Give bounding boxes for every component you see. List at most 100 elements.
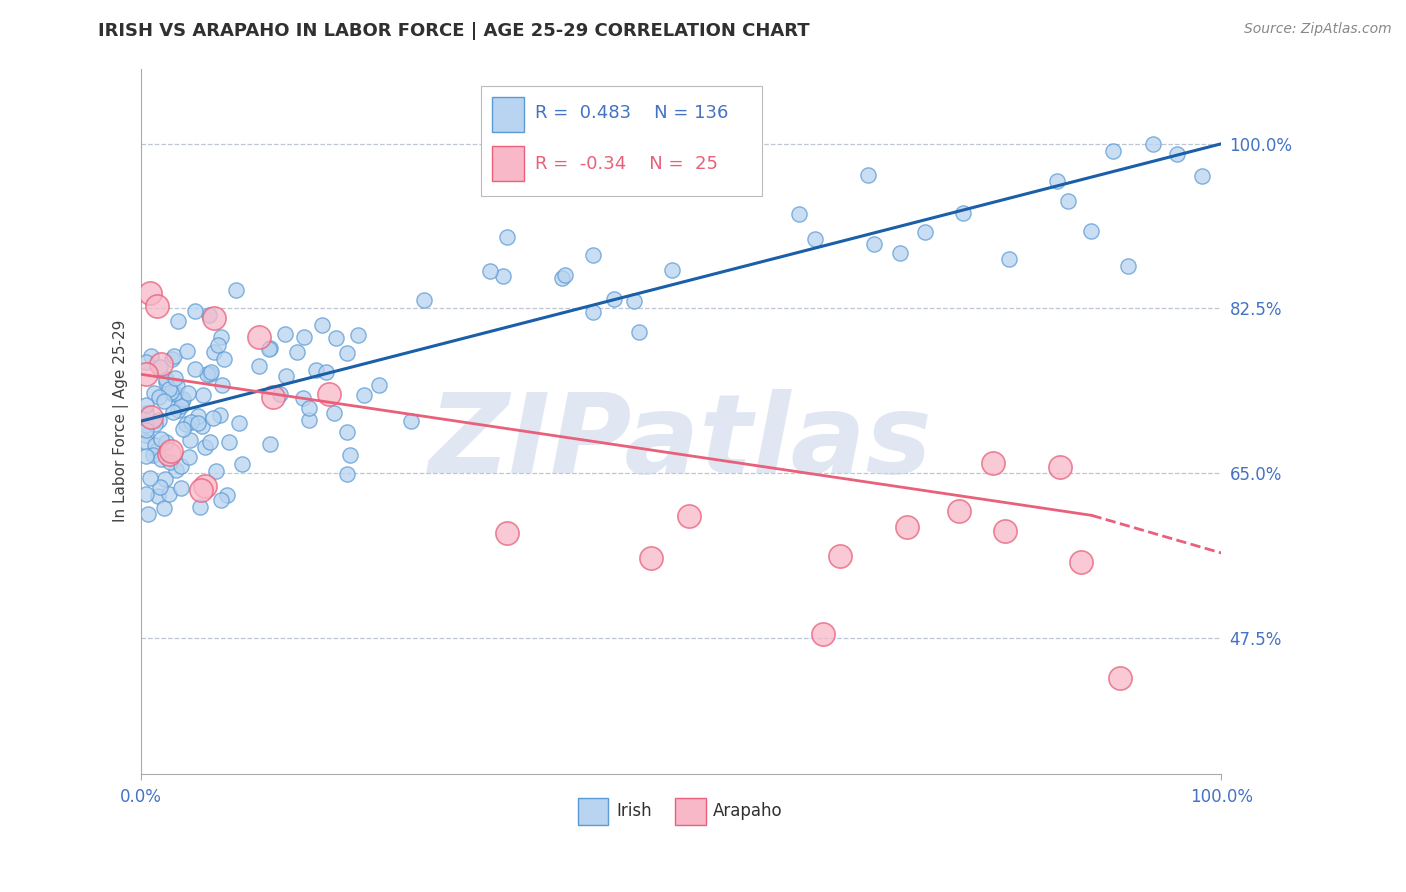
Point	[163, 386, 186, 401]
Point	[148, 413, 170, 427]
Point	[247, 330, 270, 344]
Point	[135, 435, 157, 450]
Point	[172, 394, 194, 409]
Point	[228, 416, 250, 430]
Point	[155, 372, 177, 386]
Point	[177, 386, 200, 401]
Point	[135, 398, 157, 412]
Point	[914, 225, 936, 239]
Point	[191, 388, 214, 402]
Point	[1056, 194, 1078, 209]
Point	[207, 338, 229, 352]
Text: Irish: Irish	[616, 803, 651, 821]
Point	[787, 207, 810, 221]
Point	[1080, 224, 1102, 238]
Point	[828, 549, 851, 563]
Point	[169, 400, 191, 414]
Point	[204, 464, 226, 478]
Point	[194, 440, 217, 454]
Point	[274, 327, 297, 342]
Point	[811, 627, 834, 641]
Point	[135, 423, 157, 437]
Point	[150, 432, 173, 446]
Point	[259, 436, 281, 450]
Point	[347, 327, 370, 342]
Point	[165, 371, 187, 385]
Point	[165, 463, 187, 477]
Point	[155, 435, 177, 450]
Point	[208, 408, 231, 422]
Point	[159, 455, 181, 469]
Point	[582, 305, 605, 319]
Point	[135, 417, 157, 432]
Point	[214, 351, 236, 366]
Point	[135, 355, 157, 369]
Text: Source: ZipAtlas.com: Source: ZipAtlas.com	[1244, 22, 1392, 37]
Point	[292, 330, 315, 344]
Point	[146, 299, 169, 313]
Point	[368, 377, 391, 392]
Point	[153, 501, 176, 516]
Point	[191, 418, 214, 433]
Point	[163, 349, 186, 363]
Point	[141, 349, 163, 363]
Point	[179, 434, 201, 448]
Point	[1191, 169, 1213, 183]
Point	[157, 446, 180, 460]
Point	[231, 457, 253, 471]
Point	[1049, 459, 1071, 474]
FancyBboxPatch shape	[675, 798, 706, 825]
Point	[257, 342, 280, 356]
Point	[495, 526, 517, 541]
Point	[305, 363, 328, 377]
Point	[136, 507, 159, 521]
Point	[139, 471, 162, 485]
Point	[194, 479, 217, 493]
Point	[952, 205, 974, 219]
Point	[176, 417, 198, 431]
Point	[678, 508, 700, 523]
FancyBboxPatch shape	[492, 146, 524, 181]
Text: IRISH VS ARAPAHO IN LABOR FORCE | AGE 25-29 CORRELATION CHART: IRISH VS ARAPAHO IN LABOR FORCE | AGE 25…	[98, 22, 810, 40]
Point	[166, 379, 188, 393]
Point	[336, 345, 359, 359]
Point	[198, 308, 221, 322]
Point	[167, 314, 190, 328]
Point	[135, 487, 157, 501]
Text: Arapaho: Arapaho	[713, 803, 783, 821]
Point	[856, 169, 879, 183]
Point	[1102, 144, 1125, 158]
Point	[603, 292, 626, 306]
Point	[311, 318, 333, 332]
Point	[353, 387, 375, 401]
Point	[225, 283, 247, 297]
Point	[211, 377, 233, 392]
Point	[135, 427, 157, 442]
Point	[202, 311, 225, 326]
Point	[479, 264, 502, 278]
Point	[495, 230, 517, 244]
Point	[157, 487, 180, 501]
Point	[142, 385, 165, 400]
Point	[143, 437, 166, 451]
Point	[804, 232, 827, 246]
Point	[190, 483, 212, 497]
Point	[889, 246, 911, 260]
Point	[339, 448, 361, 462]
Point	[180, 415, 202, 429]
Point	[1116, 259, 1139, 273]
Point	[399, 414, 422, 428]
Point	[262, 390, 284, 404]
Point	[325, 331, 347, 345]
Point	[172, 422, 194, 436]
Point	[143, 417, 166, 432]
Point	[981, 456, 1004, 470]
Point	[1045, 174, 1067, 188]
Point	[187, 409, 209, 424]
Point	[146, 489, 169, 503]
Text: ZIPatlas: ZIPatlas	[429, 389, 932, 496]
Point	[135, 449, 157, 463]
Point	[1142, 136, 1164, 151]
Y-axis label: In Labor Force | Age 25-29: In Labor Force | Age 25-29	[114, 320, 129, 523]
Point	[276, 369, 298, 384]
